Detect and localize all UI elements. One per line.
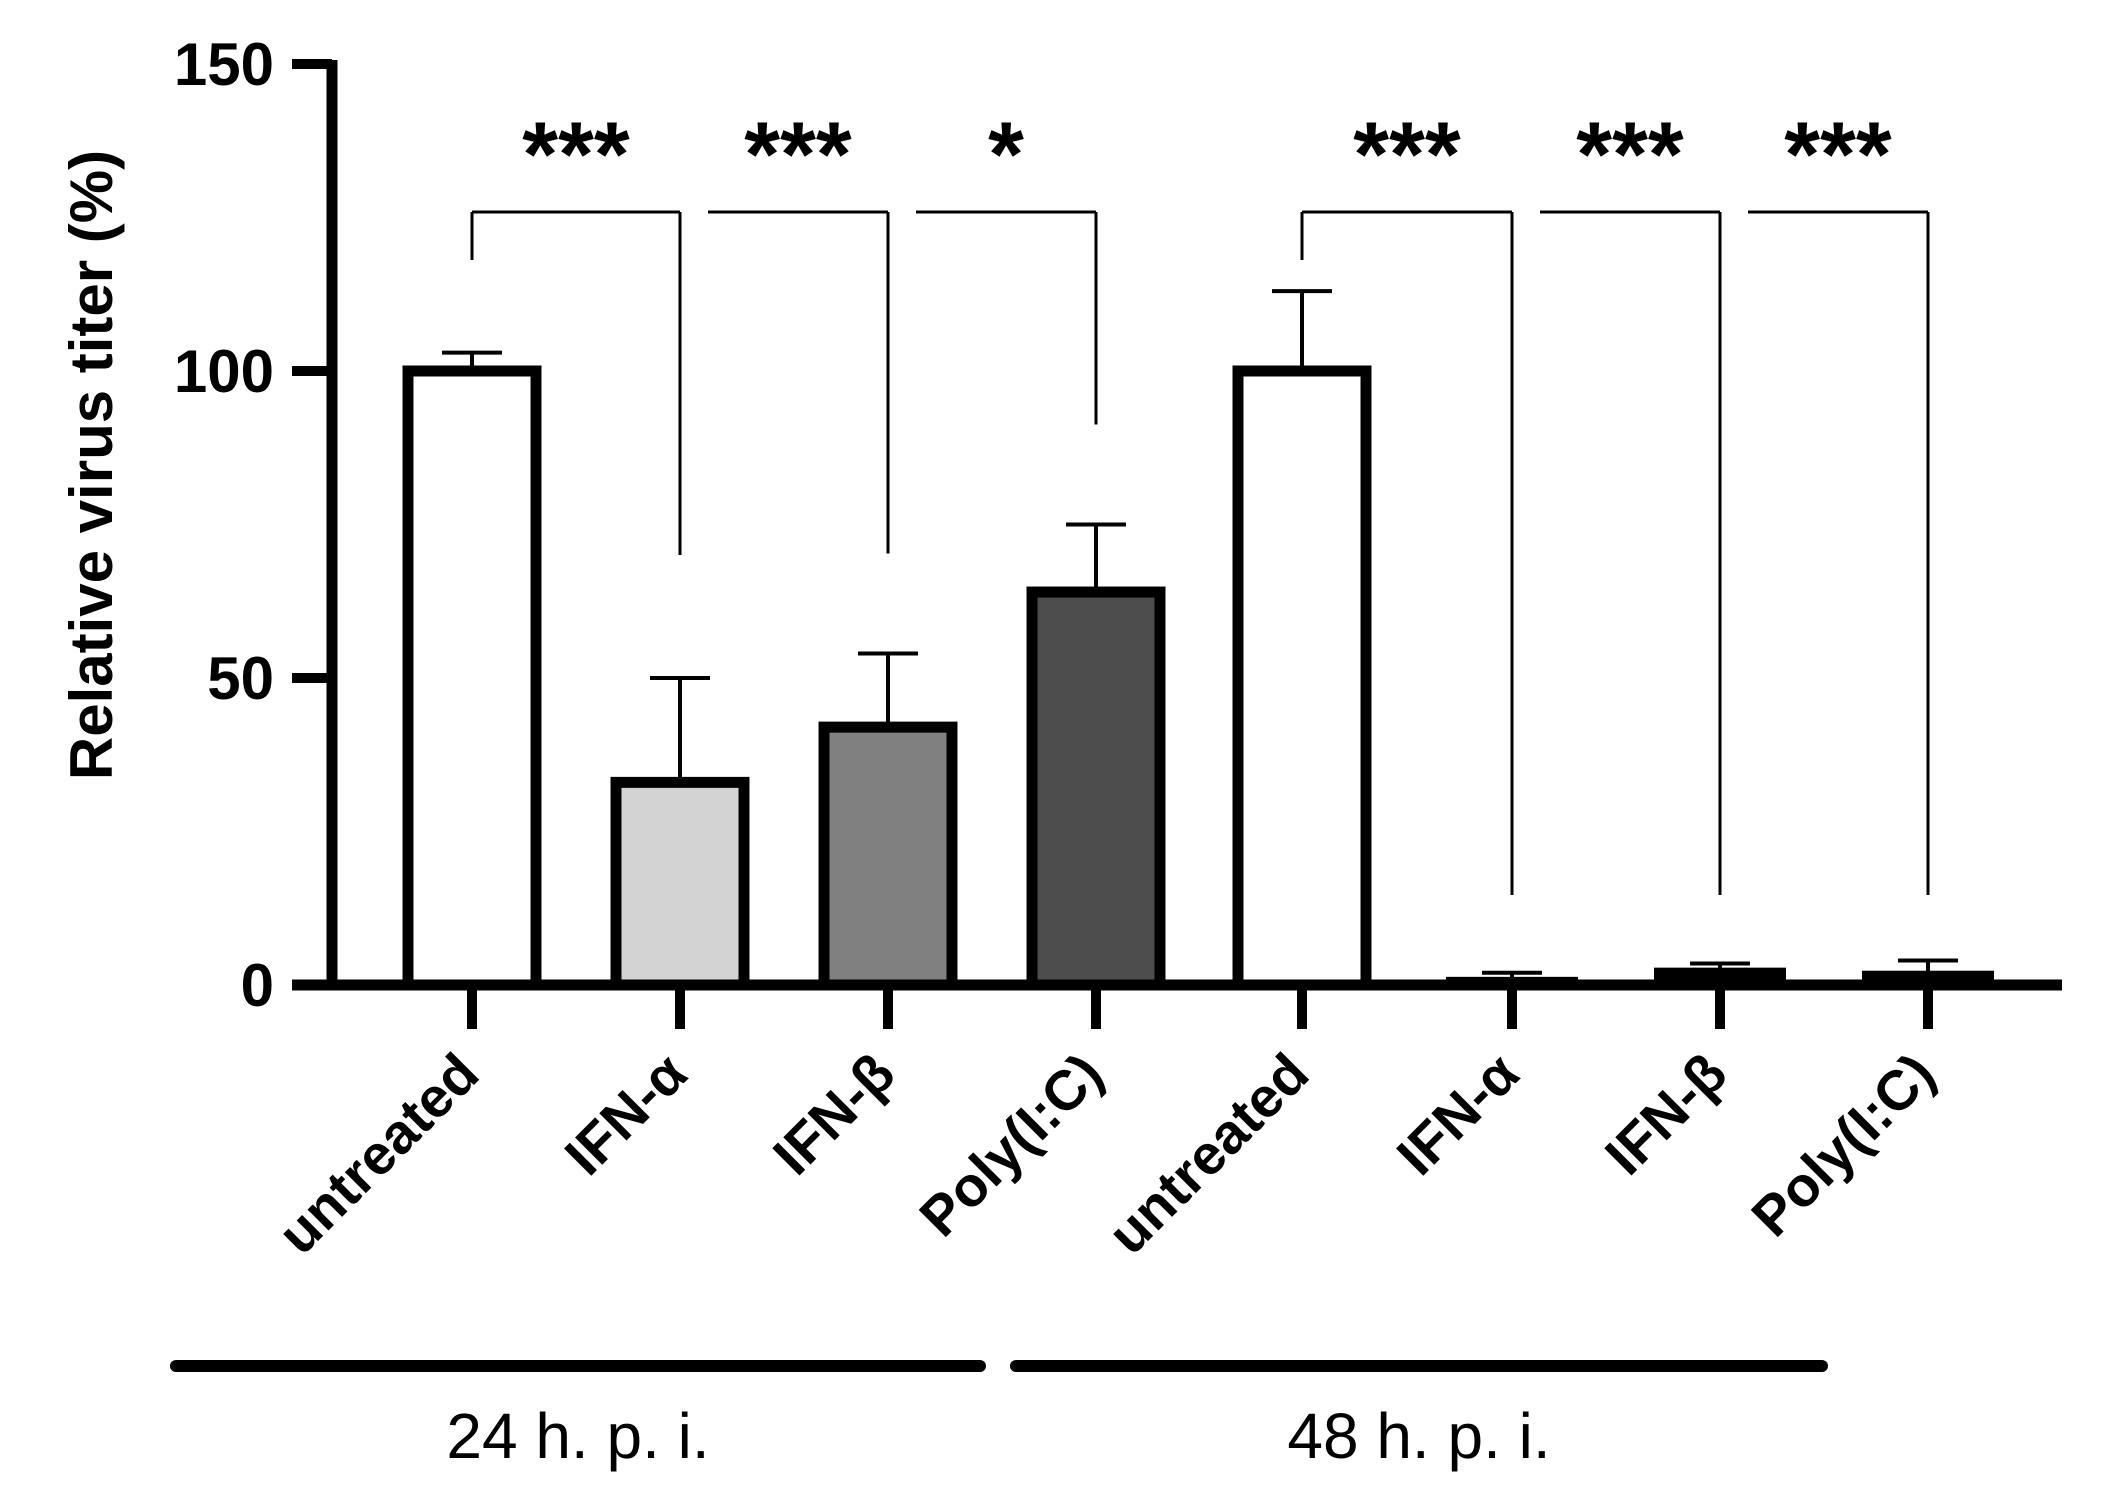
category-label: IFN-α [553, 1041, 699, 1187]
bar [402, 365, 542, 991]
significance-label: *** [1576, 104, 1684, 206]
category-label: Poly(I:C) [907, 1041, 1114, 1248]
category-label: untreated [266, 1041, 491, 1266]
significance-label: *** [744, 104, 852, 206]
group-labels: 24 h. p. i. 48 h. p. i. [170, 1360, 1828, 1472]
significance-label: *** [1784, 104, 1892, 206]
category-label: IFN-α [1385, 1041, 1531, 1187]
category-label: untreated [1096, 1041, 1321, 1266]
significance-label: *** [522, 104, 630, 206]
bars [402, 289, 1994, 991]
category-label: IFN-β [761, 1041, 907, 1187]
y-tick-label: 150 [174, 31, 274, 98]
significance-label: *** [1353, 104, 1461, 206]
significance-bracket: * [916, 104, 1098, 425]
bar [1446, 976, 1578, 987]
y-tick-label: 0 [241, 952, 274, 1019]
bar [1862, 970, 1994, 987]
group-label: 48 h. p. i. [1287, 1400, 1550, 1472]
y-axis-label: Relative virus titer (%) [58, 150, 125, 780]
significance-bracket: *** [1300, 104, 1514, 895]
significance-bracket: *** [1748, 104, 1930, 895]
y-tick-label: 50 [207, 645, 274, 712]
bar [818, 721, 958, 991]
significance-brackets: *** *** * *** *** *** [470, 104, 1930, 895]
bar [610, 776, 750, 991]
significance-label: * [988, 104, 1024, 206]
bar [1026, 586, 1166, 991]
y-tick-label: 100 [174, 338, 274, 405]
category-label: IFN-β [1593, 1041, 1739, 1187]
group-label: 24 h. p. i. [446, 1400, 709, 1472]
bar [1232, 365, 1372, 991]
category-labels: untreated IFN-α IFN-β Poly(I:C)untreated IFN… [266, 1041, 1947, 1266]
significance-bracket: *** [470, 104, 682, 555]
significance-bracket: *** [1540, 104, 1722, 895]
significance-bracket: *** [708, 104, 890, 554]
bar [1654, 967, 1786, 988]
category-label: Poly(I:C) [1739, 1041, 1946, 1248]
